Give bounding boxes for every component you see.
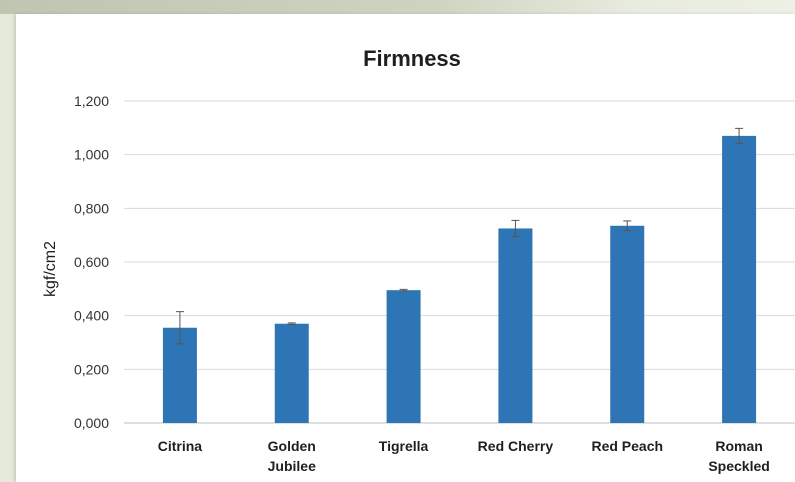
y-tick-label: 1,200 [74, 93, 109, 109]
y-tick-labels: 0,000 0,200 0,400 0,600 0,800 1,000 1,200 [74, 93, 109, 431]
y-tick-label: 0,200 [74, 361, 109, 377]
bars [162, 135, 757, 423]
category-label: Tigrella [379, 438, 429, 454]
category-label: Roman Speckled [708, 438, 769, 474]
y-tick-label: 0,400 [74, 308, 109, 324]
background-shade [0, 0, 795, 14]
error-bar [287, 322, 296, 326]
chart-title: Firmness [363, 46, 461, 71]
y-tick-label: 0,000 [74, 415, 109, 431]
error-bar [623, 220, 632, 232]
category-label: Golden Jubilee [268, 438, 316, 474]
y-tick-label: 0,600 [74, 254, 109, 270]
error-bar [399, 288, 408, 292]
gridlines [124, 100, 795, 424]
error-bars [175, 127, 744, 345]
error-bar [511, 219, 520, 238]
y-axis-label: kgf/cm2 [42, 241, 59, 297]
firmness-bar-chart: Firmness kgf/cm2 0,000 0,200 0,400 0,600 0,8… [42, 46, 795, 474]
category-label: Red Cherry [478, 438, 554, 454]
bar [386, 290, 421, 423]
bar [498, 228, 533, 423]
y-tick-label: 1,000 [74, 147, 109, 163]
bar [274, 323, 309, 423]
chart-panel: Firmness kgf/cm2 0,000 0,200 0,400 0,600 0,8… [16, 14, 795, 482]
bar [722, 135, 757, 423]
error-bar [735, 127, 744, 144]
category-label: Citrina [158, 438, 203, 454]
bar [610, 225, 645, 423]
y-tick-label: 0,800 [74, 200, 109, 216]
category-labels: Citrina Golden Jubilee Tigrella Red Cherry Re… [158, 438, 770, 474]
error-bar [175, 311, 184, 345]
category-label: Red Peach [591, 438, 663, 454]
